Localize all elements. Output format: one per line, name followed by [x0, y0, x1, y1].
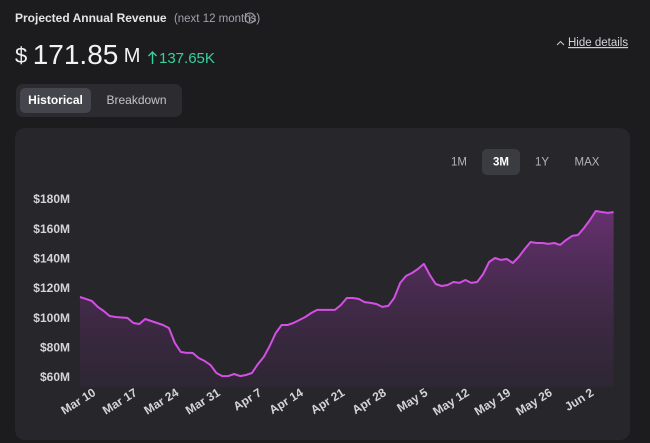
range-label: 1M — [451, 157, 467, 169]
tab-label: Breakdown — [106, 93, 166, 107]
tab[interactable]: Breakdown — [106, 93, 166, 107]
y-tick-label: $120M — [33, 281, 70, 295]
tab[interactable]: Historical — [20, 88, 91, 113]
range-button[interactable]: MAX — [575, 157, 600, 169]
caret-icon — [556, 40, 565, 46]
info-icon[interactable] — [244, 12, 256, 24]
range-button[interactable]: 1M — [451, 157, 467, 169]
range-active-bg — [482, 149, 520, 175]
range-button[interactable]: 1Y — [535, 157, 549, 169]
value-prefix: $ — [15, 43, 27, 68]
range-label: 1Y — [535, 157, 549, 169]
value-suffix: M — [124, 45, 141, 67]
value-number: 171.85 — [33, 39, 119, 70]
title-line: Projected Annual Revenue (next 12 months… — [15, 11, 260, 25]
tab-active-bg — [20, 88, 91, 113]
tab-label: Historical — [28, 93, 83, 107]
hide-details-link[interactable]: Hide details — [568, 37, 628, 49]
y-tick-label: $180M — [33, 192, 70, 206]
y-tick-label: $60M — [40, 370, 70, 384]
y-tick-label: $80M — [40, 341, 70, 355]
y-tick-label: $140M — [33, 252, 70, 266]
range-button[interactable]: 3M — [482, 149, 520, 175]
subtitle: (next 12 months) — [174, 13, 260, 25]
y-tick-label: $100M — [33, 311, 70, 325]
title: Projected Annual Revenue — [15, 11, 167, 25]
change-value: 137.65K — [159, 50, 215, 67]
revenue-value: $ 171.85 M — [15, 39, 140, 70]
y-tick-label: $160M — [33, 222, 70, 236]
range-label: MAX — [575, 157, 600, 169]
revenue-line — [79, 210, 614, 378]
up-arrow — [148, 51, 157, 64]
range-label: 3M — [493, 157, 509, 169]
